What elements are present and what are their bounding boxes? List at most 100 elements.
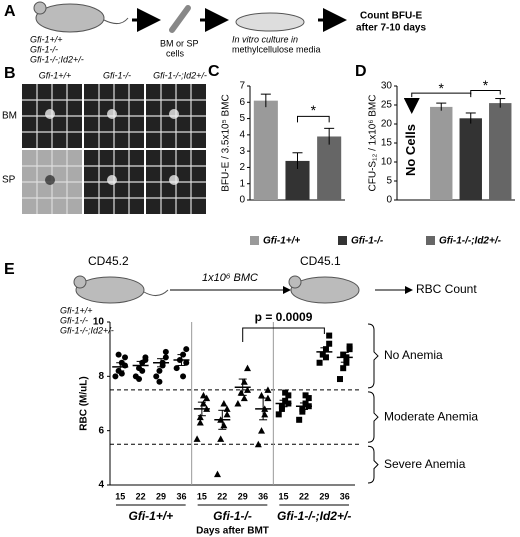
data-point: [319, 351, 326, 358]
data-point: [183, 359, 190, 366]
range-bracket: [367, 391, 379, 443]
range-bracket: [367, 445, 379, 484]
y-tick-label: 1: [239, 178, 245, 189]
bar: [459, 118, 482, 200]
data-point: [162, 348, 169, 355]
y-tick-label: 7: [239, 81, 245, 92]
data-point: [180, 373, 187, 380]
genotype: Gfi-1-/-;Id2+/-: [60, 325, 114, 335]
range-bracket: [367, 323, 379, 389]
range-label: Severe Anemia: [384, 457, 466, 471]
data-point: [326, 340, 333, 347]
annotation: *: [483, 77, 489, 93]
y-tick-label: 30: [381, 81, 393, 92]
bar: [317, 136, 342, 200]
y-tick-label: 5: [386, 176, 392, 187]
legend-label: Gfi-1-/-: [351, 236, 384, 247]
y-tick-label: 8: [98, 371, 104, 382]
group-label: Gfi-1-/-;Id2+/-: [277, 509, 351, 523]
range-label: No Anemia: [384, 348, 443, 362]
annotation: *: [439, 80, 445, 96]
mouse: [73, 275, 169, 304]
y-tick-label: 6: [98, 425, 104, 436]
data-point: [322, 346, 329, 353]
data-point: [136, 376, 143, 383]
data-point: [296, 416, 303, 423]
data-point: [196, 419, 204, 426]
row-label: SP: [2, 175, 16, 186]
data-point: [264, 394, 272, 402]
step-text: In vitro culture in: [232, 34, 298, 44]
significance-bracket: [470, 90, 501, 95]
column-label: Gfi-1-/-;Id2+/-: [153, 70, 207, 80]
data-point: [183, 346, 190, 353]
x-tick-label: 36: [340, 491, 350, 501]
data-point: [340, 351, 347, 358]
data-point: [220, 400, 228, 407]
significance-bracket: [411, 92, 472, 98]
data-point: [199, 391, 207, 399]
range-label: Moderate Anemia: [384, 409, 478, 423]
data-point: [264, 386, 272, 393]
recipient: CD45.1: [300, 254, 341, 268]
data-point: [217, 435, 225, 442]
x-axis-label: Days after BMT: [196, 526, 269, 537]
micrographs: [22, 84, 206, 214]
data-point: [244, 364, 252, 372]
data-point: [316, 359, 323, 366]
transfer: 1x10⁶ BMC: [202, 272, 258, 284]
bar: [430, 106, 453, 200]
y-tick-label: 15: [381, 138, 393, 149]
data-point: [336, 376, 343, 383]
data-point: [282, 389, 289, 396]
x-tick-label: 29: [156, 491, 166, 501]
colony: [169, 109, 179, 119]
significance-bracket: [242, 327, 325, 342]
panel-label: A: [4, 3, 16, 20]
step-text: methylcellulose media: [232, 44, 321, 54]
data-point: [326, 332, 333, 339]
x-tick-label: 29: [238, 491, 248, 501]
panel-label: D: [355, 63, 367, 80]
colony: [169, 175, 179, 185]
data-point: [193, 435, 201, 442]
y-tick-label: 10: [93, 317, 105, 328]
y-tick-label: 2: [239, 162, 245, 173]
dish: [235, 12, 305, 32]
data-point: [156, 378, 163, 385]
data-point: [234, 400, 242, 407]
data-point: [258, 391, 266, 399]
colony: [45, 109, 55, 119]
y-axis-label: RBC (M/uL): [79, 376, 90, 430]
data-point: [162, 354, 169, 361]
data-point: [322, 354, 329, 361]
genotype: Gfi-1+/+: [30, 34, 63, 44]
data-point: [244, 386, 252, 393]
genotype: Gfi-1-/-;Id2+/-: [30, 54, 84, 64]
data-point: [112, 373, 119, 380]
data-point: [302, 392, 309, 399]
group-label: Gfi-1-/-: [213, 509, 252, 523]
panel-label: E: [4, 261, 15, 278]
step-text: after 7-10 days: [356, 23, 426, 34]
data-point: [282, 397, 289, 404]
step-text: Count BFU-E: [360, 11, 423, 22]
bar: [489, 103, 512, 200]
data-point: [340, 365, 347, 372]
legend-swatch: [338, 236, 347, 245]
y-tick-label: 4: [98, 480, 104, 491]
note: No Cells: [403, 124, 418, 176]
colony: [107, 109, 117, 119]
bone: [169, 5, 191, 33]
data-point: [258, 427, 266, 434]
legend-swatch: [426, 236, 435, 245]
data-point: [122, 354, 129, 361]
step-text: BM or SP: [160, 38, 199, 48]
y-tick-label: 20: [381, 119, 393, 130]
data-point: [156, 367, 163, 374]
data-point: [278, 405, 285, 412]
data-point: [240, 394, 248, 402]
x-tick-label: 29: [319, 491, 329, 501]
y-tick-label: 6: [239, 97, 245, 108]
